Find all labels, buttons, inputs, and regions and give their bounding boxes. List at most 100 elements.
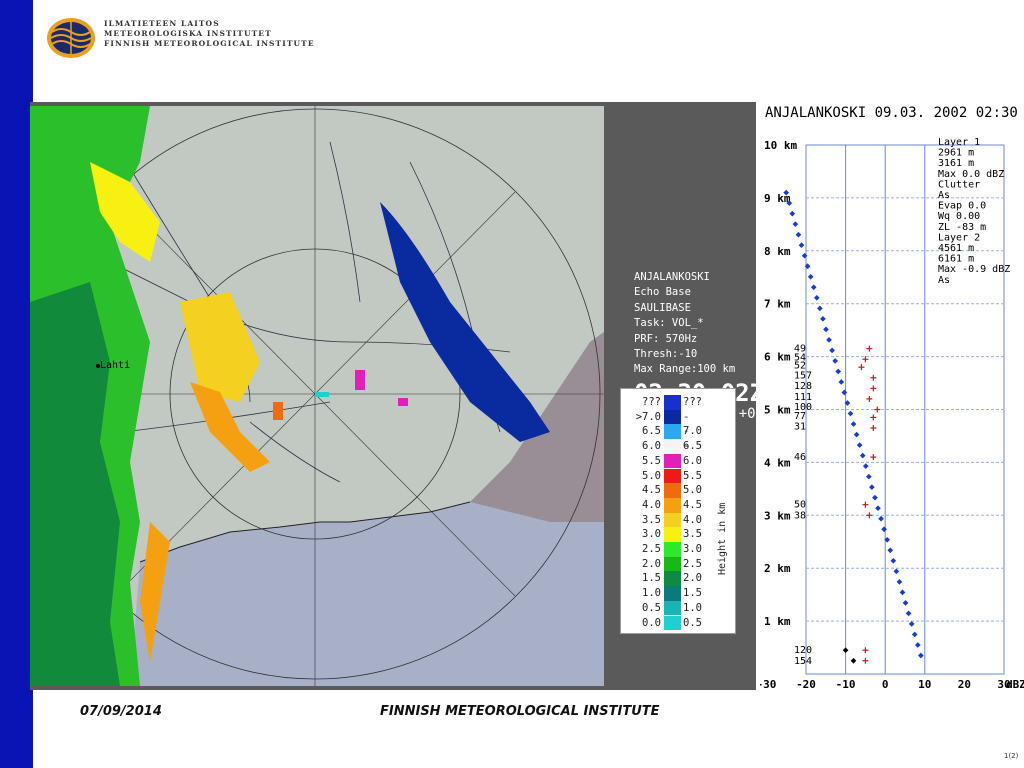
bin-count-label: 38 [794,510,806,521]
profile-point [908,621,915,627]
layer-info-line: Clutter [938,179,980,190]
vertical-profile-chart: 10 km 9 km 8 km 7 km 6 km 5 km 4 km 3 km 2 km 1 k… [760,137,1024,691]
prf-text: PRF: 570Hz [634,332,698,345]
profile-point [807,273,814,280]
profile-point [911,631,918,638]
bin-count-label: 111 [794,392,812,403]
x-axis-label: -30 [760,678,776,691]
layer-info-line: Max -0.9 dBZ [938,264,1010,275]
profile-point [905,610,912,617]
legend-lower-value: 6.0 [642,440,661,453]
height-legend: Height in km ?????? >7.0 --- 6.5 7.0 6.0 6.5 5.… [620,388,736,634]
institute-name: ILMATIETEEN LAITOS METEOROLOGISKA INSTIT… [104,19,315,49]
black-marker [850,657,857,664]
profile-point [795,231,802,238]
profile-point [813,294,820,301]
legend-lower-value: 6.5 [642,425,661,438]
profile-point [847,410,854,417]
layer-info-line: As [938,275,950,286]
bin-count-label: 54 [794,353,806,364]
bin-count-label: 52 [794,361,806,372]
legend-title: Height in km [717,502,728,575]
legend-lower-value: 3.0 [642,528,661,541]
legend-swatch [664,586,681,601]
legend-lower-value: 4.0 [642,498,661,511]
x-axis-label: 0 [882,678,889,691]
sea-area [130,332,604,686]
legend-upper-value: 7.0 [683,425,702,438]
legend-upper-value: 4.5 [683,498,702,511]
x-axis-label: -10 [836,678,856,691]
profile-point [859,452,866,459]
profile-point [887,547,894,554]
legend-lower-value: 5.5 [642,454,661,467]
legend-upper-value: 6.5 [683,440,702,453]
legend-upper-value: 5.5 [683,469,702,482]
x-axis-label: 10 [918,678,931,691]
x-axis-label: dBZ [1006,678,1024,691]
profile-point [884,536,891,543]
echo-yellow-1 [90,162,160,262]
x-axis-label: 30 [997,678,1010,691]
profile-point [878,515,884,522]
profile-point [817,305,823,312]
product-code: SAULIBASE [634,301,691,314]
legend-swatch [664,600,681,616]
city-label-lahti: Lahti [100,360,130,371]
black-marker [842,647,849,654]
layer-info-line: 6161 m [938,254,974,265]
legend-swatch [664,615,681,631]
profile-point [914,642,921,648]
profile-point [820,316,826,322]
echo-field-dark [30,282,120,686]
org-line-en: FINNISH METEOROLOGICAL INSTITUTE [104,39,315,48]
legend-lower-value: 4.5 [642,484,661,497]
radar-panel: Lahti ANJALANKOSKI Echo Base SAULIBASE T… [30,102,764,690]
layer-info-line: Max 0.0 dBZ [938,169,1004,180]
profile-point [918,652,924,659]
legend-lower-value: 0.0 [642,616,661,629]
legend-lower-value: 5.0 [642,469,661,482]
layer-info-line: Wq 0.00 [938,211,980,222]
bin-count-label: 120 [794,645,812,656]
bin-count-label: 100 [794,402,812,413]
legend-upper-value: 3.5 [683,528,702,541]
profile-point [862,463,869,469]
legend-lower-value: ??? [642,396,661,408]
layer-info-line: ZL -83 m [938,222,986,233]
legend-swatch [664,497,681,513]
bin-count-label: 157 [794,371,812,382]
legend-lower-value: >7.0 [635,410,661,423]
radar-map: Lahti [30,106,604,686]
legend-upper-value: 1.5 [683,587,702,600]
x-axis-label: 20 [958,678,971,691]
profile-point [853,431,860,438]
legend-upper-value: 5.0 [683,484,702,497]
profile-point [896,579,903,585]
profile-point [890,557,897,564]
profile-point [872,494,878,501]
y-axis-label: 5 km [764,404,791,417]
profile-point [792,221,799,227]
x-axis-label: -20 [796,678,816,691]
legend-upper-value: ??? [683,396,702,408]
layer-info-line: Layer 2 [938,232,980,243]
bin-count-label: 154 [794,656,812,667]
legend-swatch [664,424,681,440]
profile-point [865,473,872,480]
legend-lower-value: 2.0 [642,557,661,570]
legend-upper-value: --- [683,410,690,453]
y-axis-label: 1 km [764,615,791,628]
profile-point [838,379,845,385]
legend-upper-value: 4.0 [683,513,702,526]
profile-point [829,347,835,354]
bin-count-label: 49 [794,344,806,355]
echo-yellow-2 [180,292,260,402]
layer-info-line: Layer 1 [938,137,980,148]
legend-swatch [664,556,681,572]
y-axis-label: 3 km [764,509,791,522]
profile-point [875,505,881,512]
profile-point [841,389,848,396]
profile-point [881,526,887,533]
profile-point [893,568,900,575]
